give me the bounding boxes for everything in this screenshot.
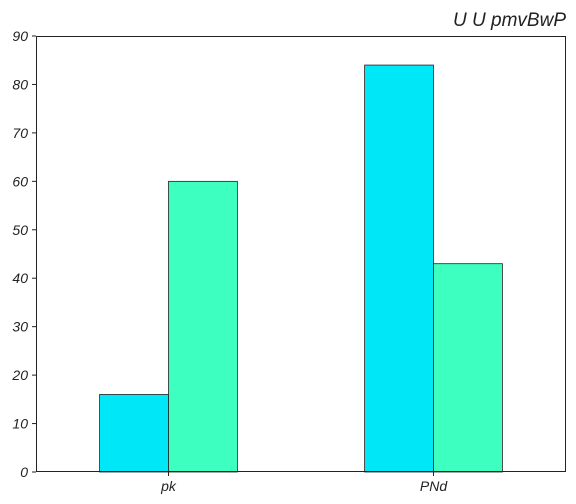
chart-title: U U pmvBwP (453, 10, 566, 31)
bar-pk-series-1 (99, 394, 169, 473)
bar-PNd-series-1 (364, 64, 434, 473)
x-axis: pk PNd (160, 472, 448, 494)
bars-group (99, 64, 503, 473)
y-tick-label: 0 (20, 464, 28, 480)
y-tick-label: 40 (12, 270, 28, 286)
plot-frame (36, 36, 566, 472)
y-tick-label: 50 (12, 222, 28, 238)
y-tick-label: 60 (12, 173, 28, 189)
x-tick-label: PNd (420, 478, 448, 494)
y-tick-label: 90 (12, 28, 28, 44)
y-tick-label: 10 (12, 416, 28, 432)
bar-PNd-series-2 (433, 263, 503, 473)
x-tick-label: pk (160, 478, 177, 494)
bar-pk-series-2 (168, 180, 238, 473)
y-tick-label: 20 (11, 367, 28, 383)
y-axis: 0 10 20 30 40 50 60 70 80 90 (11, 28, 36, 480)
y-tick-label: 30 (12, 319, 28, 335)
y-tick-label: 80 (12, 76, 28, 92)
y-tick-label: 70 (12, 125, 28, 141)
